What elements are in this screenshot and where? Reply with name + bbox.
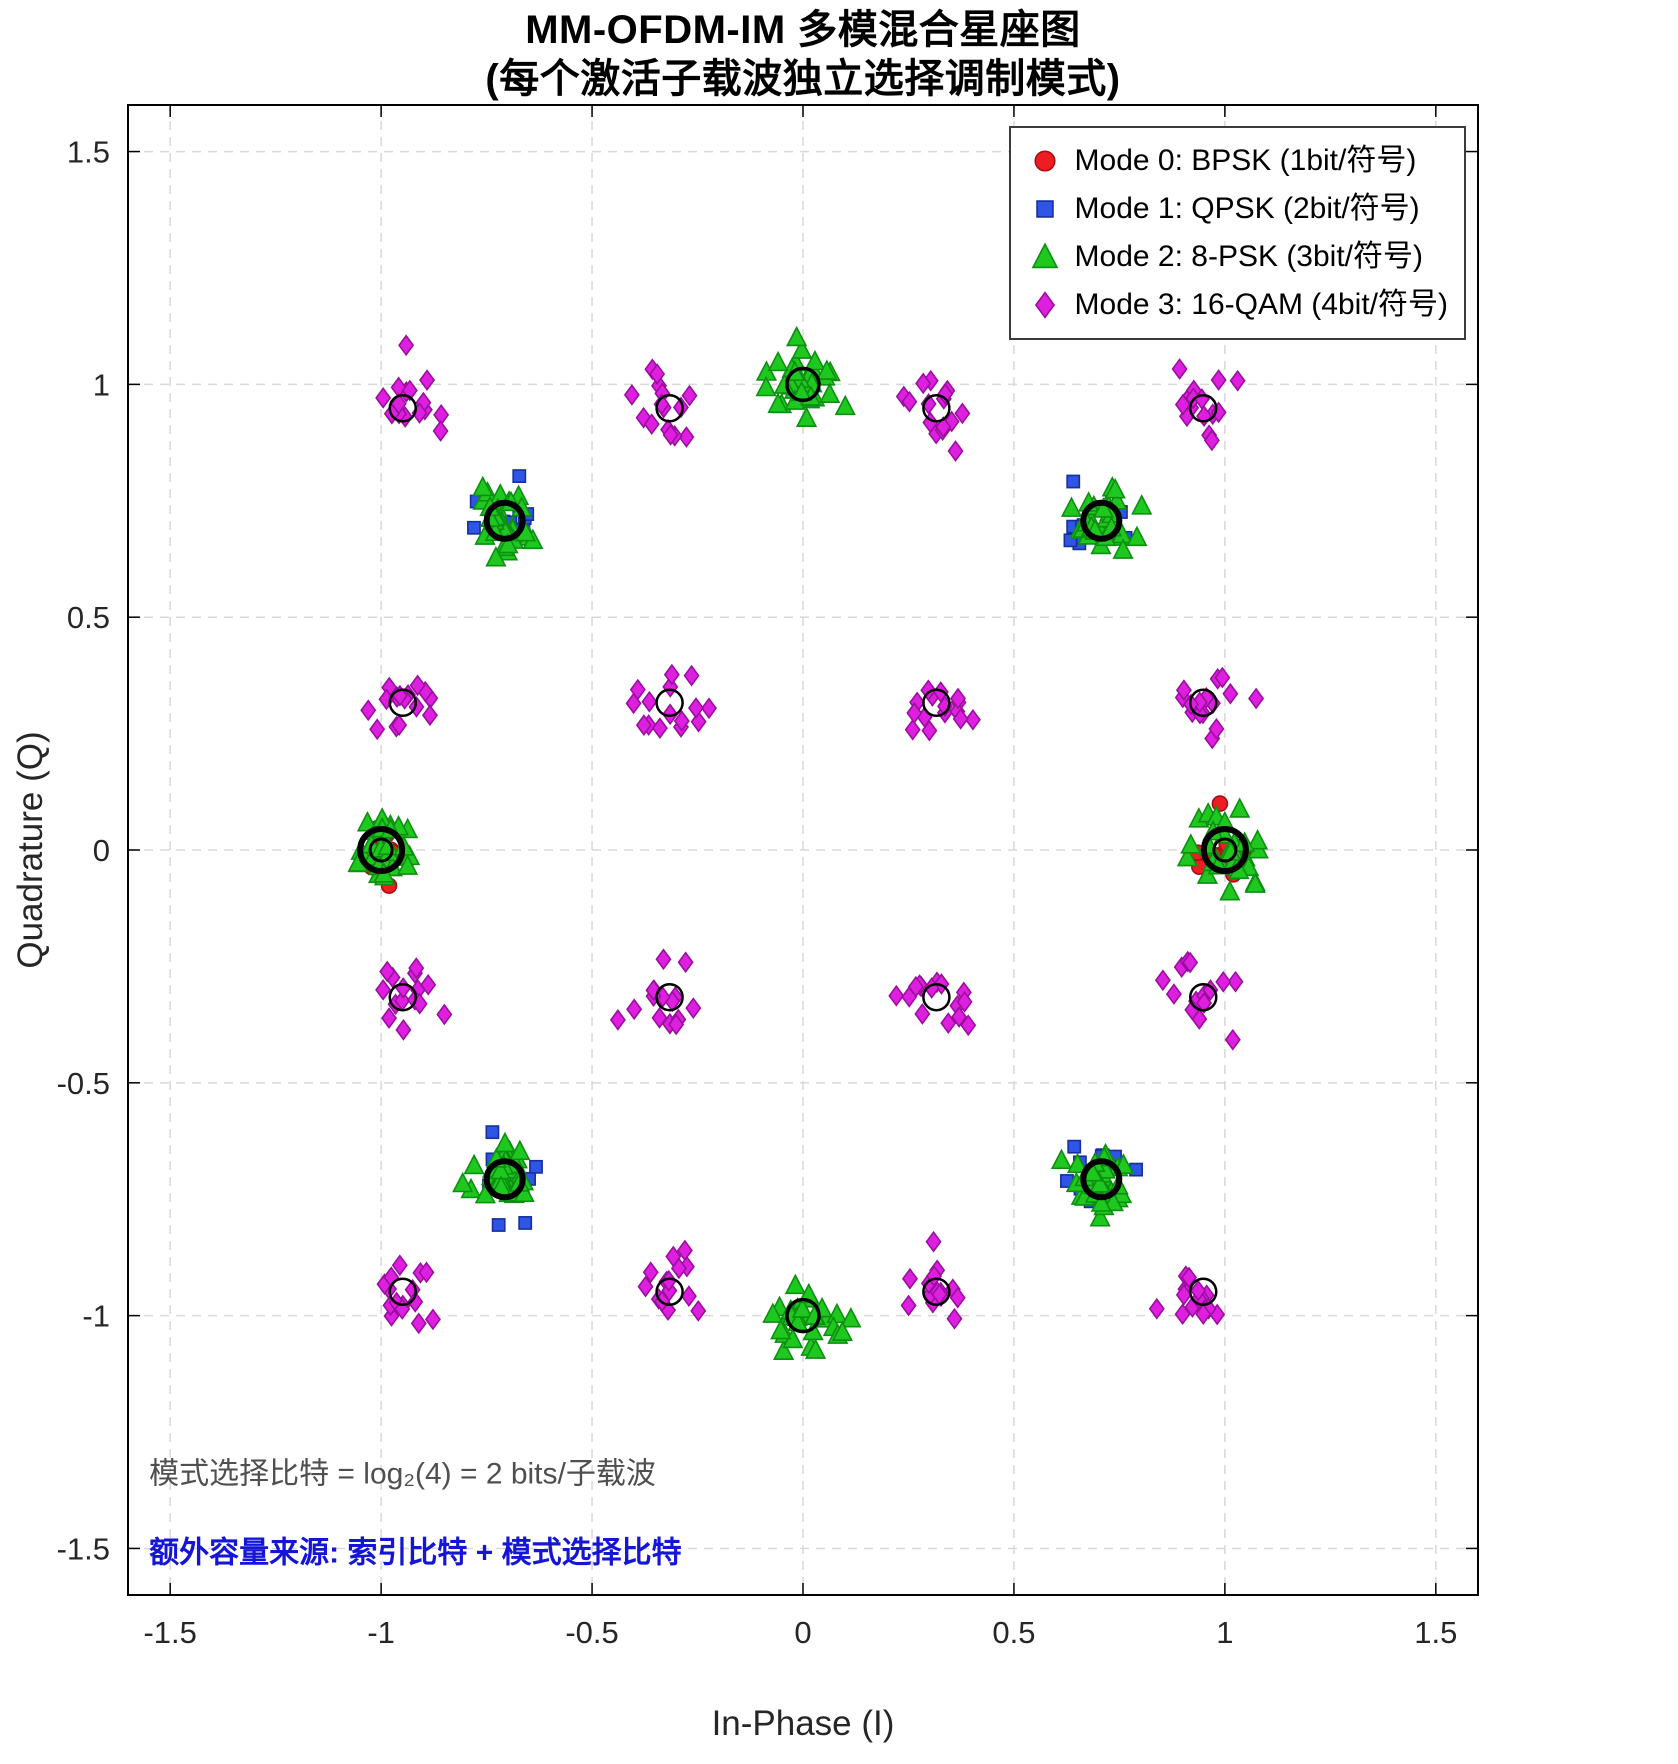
y-tick-label: 1 xyxy=(93,367,110,402)
x-tick-label: 1.5 xyxy=(1414,1615,1457,1650)
legend-label: Mode 0: BPSK (1bit/符号) xyxy=(1074,144,1417,177)
x-axis-label: In-Phase (I) xyxy=(712,1704,895,1743)
x-tick-label: -0.5 xyxy=(565,1615,618,1650)
y-tick-label: 0 xyxy=(93,833,110,868)
legend-label: Mode 1: QPSK (2bit/符号) xyxy=(1074,192,1420,225)
y-tick-label: 1.5 xyxy=(67,135,110,170)
x-tick-label: 0 xyxy=(794,1615,811,1650)
annotation-mode-select-bits: 模式选择比特 = log₂(4) = 2 bits/子载波 xyxy=(149,1457,656,1490)
x-tick-label: 1 xyxy=(1216,1615,1233,1650)
x-tick-label: -1 xyxy=(367,1615,395,1650)
legend-label: Mode 3: 16-QAM (4bit/符号) xyxy=(1074,288,1448,321)
chart-title-line1: MM-OFDM-IM 多模混合星座图 xyxy=(525,8,1081,52)
tick-labels: -1.5 -1 -0.5 0 0.5 1 1.5 -1.5 -1 -0.5 0 0.5 1 1.5 xyxy=(57,135,1458,1650)
annotation-extra-capacity: 额外容量来源: 索引比特 + 模式选择比特 xyxy=(149,1536,682,1569)
y-tick-label: -1.5 xyxy=(57,1531,110,1566)
chart-title: MM-OFDM-IM 多模混合星座图 (每个激活子载波独立选择调制模式) xyxy=(0,6,1606,104)
legend-item-mode2-8psk: Mode 2: 8-PSK (3bit/符号) xyxy=(1023,234,1448,280)
y-tick-label: -0.5 xyxy=(57,1066,110,1101)
series-mode3-16qam xyxy=(360,334,1265,1335)
legend-label: Mode 2: 8-PSK (3bit/符号) xyxy=(1074,240,1424,273)
y-axis-label: Quadrature (Q) xyxy=(11,731,50,968)
x-tick-label: -1.5 xyxy=(143,1615,196,1650)
ideal-constellation-markers xyxy=(357,366,1249,1334)
x-tick-label: 0.5 xyxy=(992,1615,1035,1650)
axes-frame xyxy=(127,104,1479,1596)
triangle-legend-marker-icon xyxy=(1031,242,1058,269)
chart-title-line2: (每个激活子载波独立选择调制模式) xyxy=(485,56,1121,101)
square-legend-marker-icon xyxy=(1035,200,1054,218)
legend-item-mode3-16qam: Mode 3: 16-QAM (4bit/符号) xyxy=(1023,282,1448,328)
series-mode2-8psk xyxy=(347,325,1269,1360)
series-mode0-bpsk xyxy=(363,795,1253,894)
legend-box: Mode 0: BPSK (1bit/符号) Mode 1: QPSK (2bit… xyxy=(1008,126,1466,340)
legend-item-mode1-qpsk: Mode 1: QPSK (2bit/符号) xyxy=(1023,186,1448,232)
circle-legend-marker-icon xyxy=(1033,150,1056,172)
diamond-legend-marker-icon xyxy=(1034,291,1055,319)
y-tick-label: 0.5 xyxy=(67,600,110,635)
legend-item-mode0-bpsk: Mode 0: BPSK (1bit/符号) xyxy=(1023,138,1448,184)
y-tick-label: -1 xyxy=(82,1299,110,1334)
